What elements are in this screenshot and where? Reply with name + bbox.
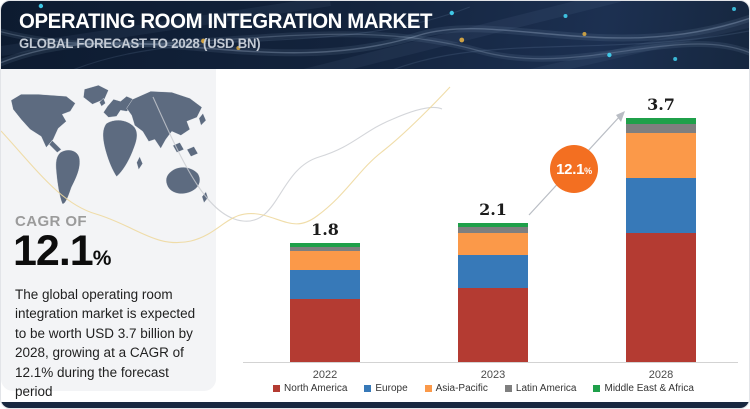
header-banner: OPERATING ROOM INTEGRATION MARKET GLOBAL…	[1, 1, 749, 69]
legend-swatch	[504, 385, 512, 392]
cagr-value: 12.1%	[13, 227, 112, 276]
bar-segment-latin-america	[458, 227, 528, 233]
bar-segment-latin-america	[626, 123, 696, 133]
map-central-america	[49, 140, 62, 153]
map-madagascar	[136, 156, 143, 170]
callout-percent-sign: %	[584, 165, 592, 176]
cagr-percent-sign: %	[92, 247, 112, 270]
page-title: OPERATING ROOM INTEGRATION MARKET	[19, 10, 433, 33]
legend-item-europe: Europe	[364, 383, 408, 394]
callout-value: 12.1	[556, 160, 585, 178]
bar-segment-asia-pacific	[458, 232, 528, 256]
bar-segment-latin-america	[290, 246, 360, 251]
legend-item-asia-pacific: Asia-Pacific	[424, 383, 488, 394]
bar-segment-middle-east-africa	[458, 223, 528, 228]
bar-segment-north-america	[290, 299, 360, 362]
page-subtitle: GLOBAL FORECAST TO 2028 (USD BN)	[19, 36, 261, 51]
stacked-bar-2022	[290, 243, 360, 362]
market-summary-text: The global operating room integration ma…	[15, 287, 196, 400]
legend-item-middle-east-africa: Middle East & Africa	[593, 383, 694, 394]
legend-item-north-america: North America	[273, 383, 347, 394]
legend-swatch	[364, 385, 372, 392]
bar-segment-north-america	[458, 288, 528, 362]
chart-area: 1.8 2022 2.1 2023 3.7 2028 North America Europ…	[216, 69, 749, 404]
bar-segment-europe	[290, 269, 360, 300]
legend-swatch	[273, 385, 281, 392]
stacked-bar-2023	[458, 223, 528, 362]
bar-total-label-2028: 3.7	[647, 94, 675, 114]
bar-total-label-2022: 1.8	[311, 220, 339, 240]
bar-segment-middle-east-africa	[626, 117, 696, 124]
bar-segment-asia-pacific	[626, 133, 696, 178]
legend-label: North America	[284, 383, 348, 394]
x-axis-label-2023: 2023	[480, 369, 506, 381]
map-south-america	[55, 149, 80, 204]
legend-label: Middle East & Africa	[604, 383, 694, 394]
x-axis-label-2022: 2022	[312, 369, 338, 381]
bottom-accent-strip	[1, 402, 749, 408]
x-axis-line	[243, 362, 738, 363]
bar-segment-europe	[626, 177, 696, 234]
legend-item-latin-america: Latin America	[504, 383, 577, 394]
legend-label: Asia-Pacific	[435, 383, 488, 394]
map-japan	[198, 113, 207, 126]
map-new-zealand	[201, 191, 209, 203]
stacked-bar-2028	[626, 117, 696, 362]
chart-legend: North America Europe Asia-Pacific Latin Ame…	[216, 383, 749, 394]
legend-swatch	[593, 385, 601, 392]
summary-panel: CAGR OF 12.1% The global operating room …	[1, 69, 216, 399]
x-axis-label-2028: 2028	[648, 369, 674, 381]
legend-swatch	[424, 385, 432, 392]
map-australia	[165, 167, 201, 194]
bar-total-label-2023: 2.1	[479, 200, 507, 220]
legend-label: Latin America	[515, 383, 577, 394]
world-map-graphic	[8, 83, 209, 214]
cagr-callout-bubble: 12.1%	[550, 145, 598, 193]
map-north-america	[10, 94, 76, 148]
bar-segment-middle-east-africa	[290, 243, 360, 247]
network-decoration	[1, 1, 749, 69]
legend-label: Europe	[375, 383, 408, 394]
bar-segment-europe	[458, 255, 528, 289]
map-asia	[126, 91, 203, 149]
glow-dots	[38, 3, 737, 61]
map-indonesia	[186, 146, 199, 157]
map-africa	[102, 119, 138, 177]
bar-segment-asia-pacific	[290, 250, 360, 270]
map-se-asia	[172, 142, 185, 153]
bar-segment-north-america	[626, 233, 696, 362]
cagr-number: 12.1	[13, 227, 94, 275]
